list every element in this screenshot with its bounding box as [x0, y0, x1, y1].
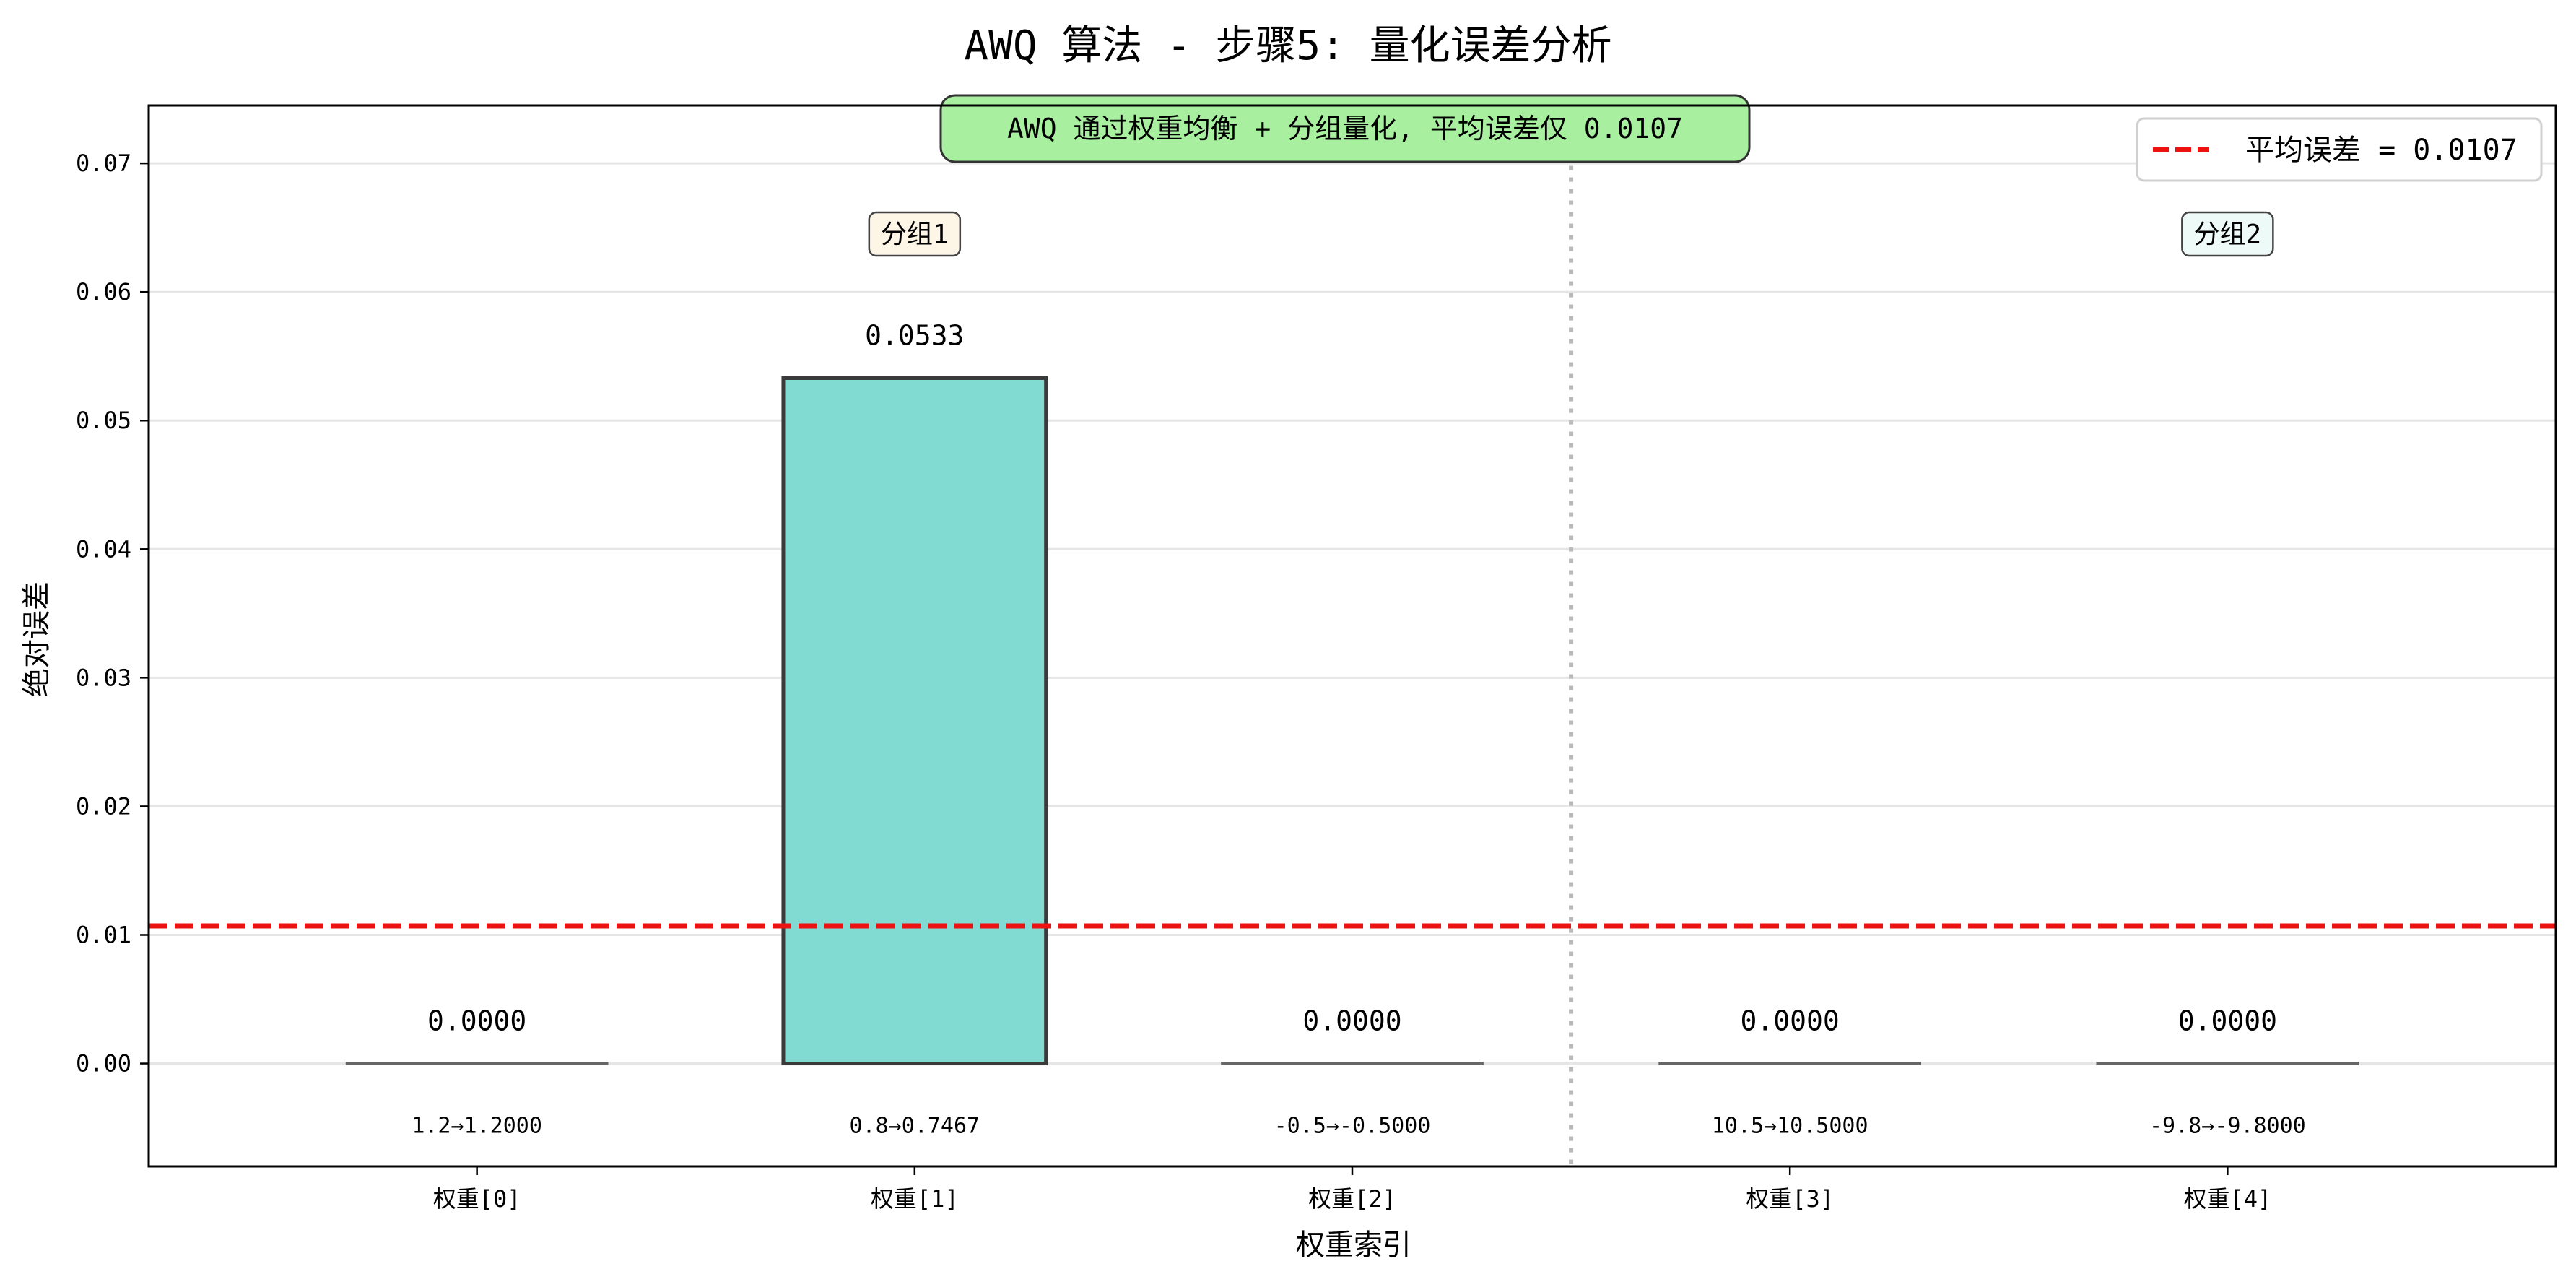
x-tick-label: 权重[4] — [2183, 1185, 2271, 1213]
group-label: 分组1 — [881, 220, 949, 249]
plot-frame — [147, 104, 2557, 1168]
x-tick-label: 权重[1] — [871, 1185, 959, 1213]
x-tick-label: 权重[0] — [433, 1185, 521, 1213]
annotation-text: AWQ 通过权重均衡 + 分组量化, 平均误差仅 0.0107 — [1007, 113, 1683, 144]
conversion-label: 10.5→10.5000 — [1712, 1114, 1868, 1139]
x-tick-label: 权重[2] — [1308, 1185, 1396, 1213]
bar-value-label: 0.0000 — [2178, 1005, 2277, 1037]
x-tick-label: 权重[3] — [1746, 1185, 1834, 1213]
y-tick-label: 0.07 — [76, 150, 131, 177]
legend-label: 平均误差 = 0.0107 — [2245, 134, 2518, 167]
bar — [781, 376, 1048, 1066]
bar-value-label: 0.0000 — [1302, 1005, 1401, 1037]
y-tick-label: 0.06 — [76, 278, 131, 306]
chart-title: AWQ 算法 - 步骤5: 量化误差分析 — [964, 22, 1611, 69]
plot-area: 0.00 0.01 0.02 0.03 0.04 0.05 0.06 0.07 0.0000 1.… — [76, 94, 2557, 1213]
annotation-box — [939, 94, 1751, 163]
bar-value-label: 0.0000 — [1741, 1005, 1840, 1037]
y-tick-label: 0.04 — [76, 535, 131, 563]
group-label-box — [868, 211, 962, 257]
conversion-label: 0.8→0.7467 — [850, 1114, 980, 1139]
bar-value-label: 0.0533 — [865, 319, 964, 351]
conversion-label: 1.2→1.2000 — [412, 1114, 542, 1139]
group-label: 分组2 — [2194, 220, 2262, 249]
conversion-label: -9.8→-9.8000 — [2149, 1114, 2306, 1139]
y-tick-label: 0.03 — [76, 664, 131, 691]
group-label-box — [2181, 211, 2274, 257]
y-axis-label: 绝对误差 — [20, 581, 53, 697]
y-tick-label: 0.05 — [76, 407, 131, 434]
conversion-label: -0.5→-0.5000 — [1274, 1114, 1431, 1139]
y-tick-label: 0.01 — [76, 921, 131, 948]
bar-value-label: 0.0000 — [427, 1005, 526, 1037]
y-tick-label: 0.02 — [76, 792, 131, 820]
legend-box — [2136, 117, 2543, 182]
x-axis-label: 权重索引 — [1296, 1229, 1411, 1262]
y-tick-label: 0.00 — [76, 1050, 131, 1078]
